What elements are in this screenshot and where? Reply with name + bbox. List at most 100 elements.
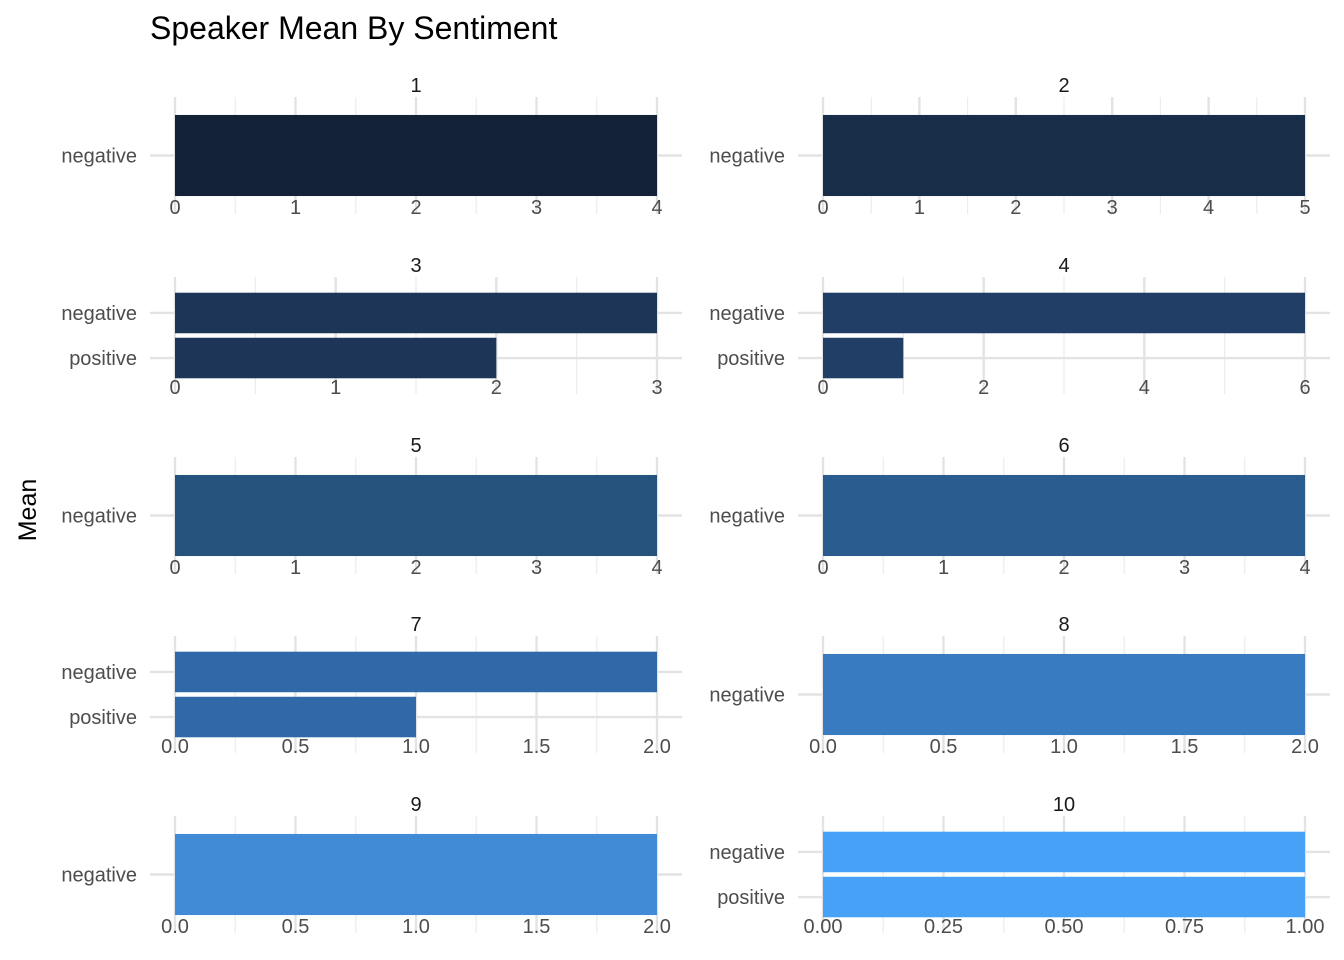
category-label: negative xyxy=(61,146,137,168)
x-tick-label: 4 xyxy=(1139,377,1150,399)
x-tick-label: 2.0 xyxy=(643,916,671,938)
x-tick-label: 2 xyxy=(978,377,989,399)
bar-negative xyxy=(175,114,657,197)
x-tick-label: 4 xyxy=(1203,197,1214,219)
x-tick-label: 0 xyxy=(817,197,828,219)
facet-panel-1: 1 negative 0 1 2 3 4 xyxy=(61,75,682,219)
facet-strip-label: 4 xyxy=(1058,255,1069,277)
x-tick-label: 0.0 xyxy=(161,916,189,938)
x-tick-label: 1.5 xyxy=(523,736,551,758)
facet-panel-5: 5 negative 0 1 2 3 4 xyxy=(61,435,682,579)
x-tick-label: 0 xyxy=(817,557,828,579)
bar-positive xyxy=(175,337,497,379)
facet-panel-3: 3 negative positive 0 1 2 3 xyxy=(61,255,682,399)
facet-strip-label: 2 xyxy=(1058,75,1069,97)
x-tick-label: 1 xyxy=(290,197,301,219)
x-tick-label: 0 xyxy=(169,197,180,219)
x-tick-label: 4 xyxy=(651,557,662,579)
category-label: positive xyxy=(69,707,137,729)
x-tick-label: 3 xyxy=(1107,197,1118,219)
x-tick-label: 1 xyxy=(914,197,925,219)
x-tick-label: 0.0 xyxy=(161,736,189,758)
x-tick-label: 3 xyxy=(531,197,542,219)
bar-negative xyxy=(823,653,1305,736)
facet-strip-label: 9 xyxy=(410,794,421,816)
y-axis-label: Mean xyxy=(14,479,42,542)
bar-positive xyxy=(175,696,416,738)
x-tick-label: 0 xyxy=(169,557,180,579)
x-tick-label: 6 xyxy=(1299,377,1310,399)
facet-strip-label: 7 xyxy=(410,614,421,636)
facet-strip-label: 5 xyxy=(410,435,421,457)
x-tick-label: 2 xyxy=(1058,557,1069,579)
facet-strip-label: 6 xyxy=(1058,435,1069,457)
x-tick-label: 0 xyxy=(817,377,828,399)
category-label: positive xyxy=(69,348,137,370)
category-label: positive xyxy=(717,887,785,909)
x-tick-label: 4 xyxy=(651,197,662,219)
facet-strip-label: 8 xyxy=(1058,614,1069,636)
bar-negative xyxy=(823,831,1305,873)
bar-negative xyxy=(175,651,657,693)
x-tick-label: 2.0 xyxy=(1291,736,1319,758)
category-label: negative xyxy=(709,303,785,325)
x-tick-label: 1.0 xyxy=(402,916,430,938)
bar-negative xyxy=(175,474,657,557)
bar-negative xyxy=(175,292,657,334)
facet-panel-7: 7 negative positive 0.0 0.5 1.0 1.5 2.0 xyxy=(61,614,682,758)
x-tick-label: 2.0 xyxy=(643,736,671,758)
x-tick-label: 1.00 xyxy=(1286,916,1325,938)
x-tick-label: 1.0 xyxy=(1050,736,1078,758)
category-label: negative xyxy=(709,146,785,168)
x-tick-label: 0.50 xyxy=(1045,916,1084,938)
x-tick-label: 3 xyxy=(531,557,542,579)
x-tick-label: 1 xyxy=(330,377,341,399)
bar-positive xyxy=(823,337,904,379)
category-label: negative xyxy=(61,506,137,528)
category-label: negative xyxy=(61,865,137,887)
x-tick-label: 1 xyxy=(938,557,949,579)
category-label: negative xyxy=(61,303,137,325)
chart-title: Speaker Mean By Sentiment xyxy=(150,10,557,46)
bar-negative xyxy=(823,114,1305,197)
x-tick-label: 2 xyxy=(1010,197,1021,219)
facet-panels: 1 negative 0 1 2 3 4 2 negative 0 1 2 3 4 5 3 negative po… xyxy=(61,75,1330,938)
x-tick-label: 0 xyxy=(169,377,180,399)
category-label: negative xyxy=(709,506,785,528)
x-tick-label: 0.25 xyxy=(924,916,963,938)
x-tick-label: 0.0 xyxy=(809,736,837,758)
facet-strip-label: 3 xyxy=(410,255,421,277)
bar-positive xyxy=(823,876,1305,918)
x-tick-label: 5 xyxy=(1299,197,1310,219)
facet-strip-label: 10 xyxy=(1053,794,1075,816)
x-tick-label: 2 xyxy=(410,557,421,579)
facet-strip-label: 1 xyxy=(410,75,421,97)
x-tick-label: 1.0 xyxy=(402,736,430,758)
bar-negative xyxy=(823,292,1305,334)
facet-panel-9: 9 negative 0.0 0.5 1.0 1.5 2.0 xyxy=(61,794,682,938)
x-tick-label: 1.5 xyxy=(1171,736,1199,758)
facet-panel-6: 6 negative 0 1 2 3 4 xyxy=(709,435,1330,579)
x-tick-label: 2 xyxy=(491,377,502,399)
facet-panel-8: 8 negative 0.0 0.5 1.0 1.5 2.0 xyxy=(709,614,1330,758)
category-label: negative xyxy=(709,685,785,707)
bar-negative xyxy=(175,833,657,916)
facet-panel-10: 10 negative positive 0.00 0.25 0.50 0.75 1.00 xyxy=(709,794,1330,938)
x-tick-label: 4 xyxy=(1299,557,1310,579)
x-tick-label: 1.5 xyxy=(523,916,551,938)
x-tick-label: 0.75 xyxy=(1165,916,1204,938)
bar-negative xyxy=(823,474,1305,557)
x-tick-label: 0.00 xyxy=(804,916,843,938)
x-tick-label: 1 xyxy=(290,557,301,579)
category-label: negative xyxy=(709,842,785,864)
category-label: negative xyxy=(61,662,137,684)
x-tick-label: 3 xyxy=(1179,557,1190,579)
x-tick-label: 3 xyxy=(651,377,662,399)
x-tick-label: 0.5 xyxy=(282,916,310,938)
facet-panel-4: 4 negative positive 0 2 4 6 xyxy=(709,255,1330,399)
x-tick-label: 0.5 xyxy=(930,736,958,758)
facet-panel-2: 2 negative 0 1 2 3 4 5 xyxy=(709,75,1330,219)
x-tick-label: 2 xyxy=(410,197,421,219)
x-tick-label: 0.5 xyxy=(282,736,310,758)
